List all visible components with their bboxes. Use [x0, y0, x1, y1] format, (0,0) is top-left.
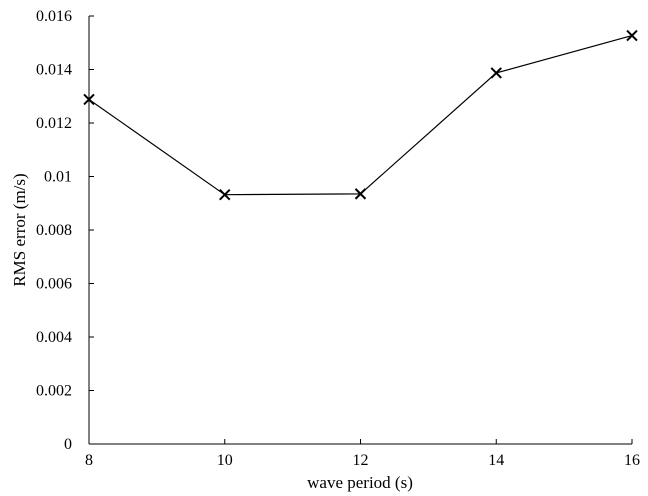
y-tick-label: 0.004 — [36, 329, 72, 346]
x-tick-label: 10 — [217, 452, 233, 469]
data-point-marker — [354, 188, 367, 200]
data-point-marker — [626, 29, 638, 42]
y-tick-label: 0.01 — [44, 169, 72, 186]
data-series — [83, 29, 638, 201]
y-tick-label: 0.006 — [36, 276, 72, 293]
data-point-marker — [83, 93, 95, 106]
x-ticks: 8 10 12 14 16 — [85, 439, 640, 469]
y-axis-title: RMS error (m/s) — [10, 173, 29, 286]
y-tick-label: 0.008 — [36, 222, 72, 239]
x-tick-label: 8 — [85, 452, 93, 469]
y-tick-label: 0.014 — [36, 62, 72, 79]
y-tick-label: 0.016 — [36, 8, 72, 25]
data-point-marker — [219, 188, 231, 201]
x-axis-title: wave period (s) — [307, 473, 413, 492]
x-tick-label: 16 — [624, 452, 640, 469]
y-tick-label: 0.002 — [36, 383, 72, 400]
y-tick-label: 0 — [64, 436, 72, 453]
x-tick-label: 12 — [353, 452, 369, 469]
y-ticks: 0 0.002 0.004 0.006 0.008 0.01 0.012 0.014 0.016 — [36, 8, 94, 453]
x-tick-label: 14 — [488, 452, 504, 469]
series-line — [88, 34, 633, 196]
data-point-marker — [490, 67, 502, 79]
y-tick-label: 0.012 — [36, 115, 72, 132]
axes — [88, 16, 632, 445]
